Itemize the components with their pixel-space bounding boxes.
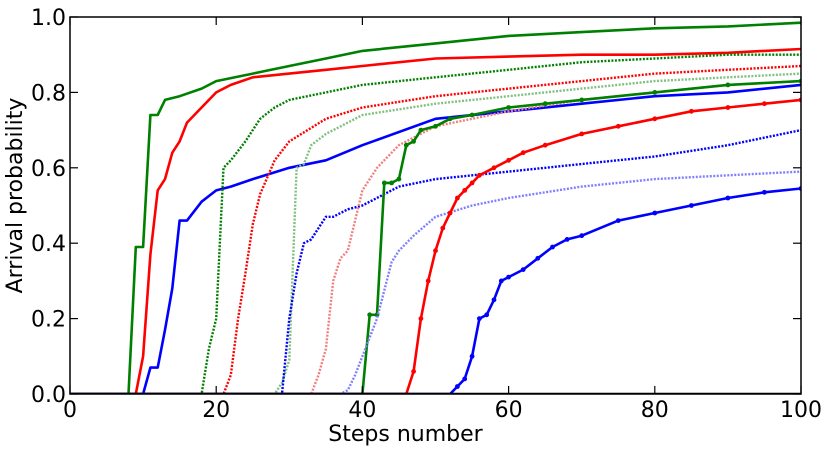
series-line-7 <box>70 128 801 394</box>
series-12-point <box>689 203 694 208</box>
series-11-point <box>447 210 453 216</box>
axis-ticks: 0 20 40 60 80 100 0.0 0.2 0.4 0.6 0.8 1.0 <box>31 6 822 423</box>
x-tick-label: 20 <box>202 398 230 423</box>
series-11-point <box>433 248 438 254</box>
y-tick-label: 0.2 <box>31 308 66 333</box>
series-12-point <box>455 384 460 389</box>
series-line-3 <box>70 83 801 394</box>
x-tick-label: 80 <box>641 398 669 423</box>
x-tick-label: 100 <box>780 398 822 423</box>
x-tick-label: 0 <box>63 398 77 423</box>
series-11-point <box>462 188 468 193</box>
series-11-point <box>762 101 767 107</box>
series-line-2 <box>70 47 801 394</box>
y-axis-label: Arrival probability <box>3 98 28 294</box>
series-12-point <box>477 316 482 321</box>
series-9-point <box>396 176 402 182</box>
series-12-point <box>550 244 555 250</box>
series-line-5 <box>70 64 801 394</box>
series-9-point <box>418 127 424 133</box>
series-12-point <box>498 278 504 284</box>
series-12-point <box>462 376 468 382</box>
series-9-point <box>433 123 438 129</box>
series-line-12 <box>70 187 801 394</box>
series-line-11 <box>70 98 801 394</box>
y-tick-label: 0.4 <box>31 232 66 257</box>
series-9-point <box>389 180 394 186</box>
series-9-point <box>381 180 387 186</box>
x-tick-label: 40 <box>348 398 376 423</box>
series-12-point <box>535 255 541 261</box>
y-tick-label: 1.0 <box>31 6 66 31</box>
y-tick-label: 0.8 <box>31 81 66 106</box>
series-line-4 <box>70 53 801 394</box>
series-line-1 <box>70 21 801 394</box>
series-11-point <box>542 142 548 148</box>
series-12-point <box>484 312 490 318</box>
series-11-point <box>615 123 621 129</box>
series-9-point <box>469 112 475 118</box>
series-9-point <box>542 101 548 107</box>
series-11-point <box>418 316 424 321</box>
series-12-point <box>652 210 658 216</box>
x-axis-label: Steps number <box>328 422 483 447</box>
series-11-point <box>491 165 497 171</box>
series-12-point <box>520 267 526 272</box>
y-tick-label: 0.6 <box>31 157 66 182</box>
series-12-point <box>762 189 767 195</box>
series-11-point <box>469 180 475 186</box>
series-11-point <box>425 278 431 284</box>
series-11-point <box>411 369 416 374</box>
series-12-point <box>564 237 570 242</box>
series-line-10 <box>70 170 801 394</box>
series-9-point <box>506 105 511 110</box>
series-12-point <box>506 274 511 280</box>
series-12-point <box>469 353 475 359</box>
series-12-point <box>579 233 585 239</box>
series-11-point <box>477 172 482 178</box>
series-11-point <box>520 150 526 156</box>
series-11-point <box>579 131 585 137</box>
y-tick-label: 0.0 <box>31 383 66 408</box>
series-9-point <box>579 97 585 103</box>
plot-frame <box>69 16 802 395</box>
series-9-point <box>725 82 731 88</box>
series-9-point <box>447 116 453 122</box>
plot-area <box>70 21 801 394</box>
series-12-point <box>491 297 497 303</box>
x-tick-label: 60 <box>495 398 523 423</box>
series-9-point <box>367 312 373 318</box>
series-9-point <box>411 139 416 144</box>
series-11-point <box>689 108 694 114</box>
series-12-point <box>615 218 621 224</box>
series-11-point <box>440 225 446 231</box>
series-11-point <box>506 157 511 163</box>
series-9-point <box>403 142 409 148</box>
series-12-point <box>725 195 731 201</box>
series-11-point <box>725 105 731 110</box>
series-11-point <box>455 195 460 201</box>
series-line-6 <box>70 72 801 394</box>
series-11-point <box>652 116 658 122</box>
series-9-point <box>652 90 658 95</box>
